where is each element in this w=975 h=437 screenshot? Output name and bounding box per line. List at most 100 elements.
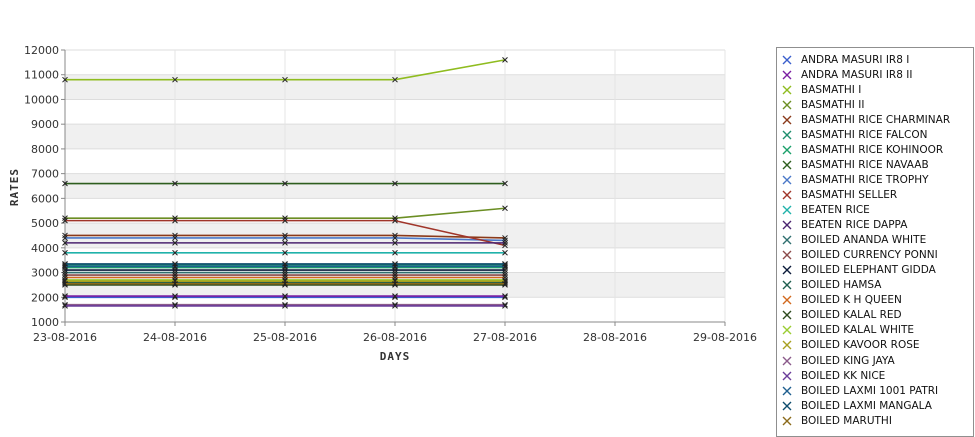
data-point — [502, 293, 508, 299]
series-23 — [62, 261, 508, 267]
data-point — [502, 240, 508, 246]
legend-marker-icon — [782, 310, 792, 320]
legend-label: BASMATHI I — [801, 83, 862, 96]
data-point — [502, 242, 508, 249]
data-point — [282, 240, 288, 246]
legend-item: BASMATHI I — [777, 82, 861, 97]
data-point — [392, 215, 398, 221]
data-point — [282, 269, 288, 276]
data-point — [502, 205, 508, 212]
data-point — [172, 180, 178, 187]
legend-item: BOILED CURRENCY PONNI — [777, 248, 938, 263]
data-point — [392, 269, 398, 276]
data-point — [172, 278, 178, 285]
legend-item: BOILED LAXMI 1001 PATRI — [777, 383, 938, 398]
legend-marker-icon — [782, 115, 792, 125]
x-tick-label: 23-08-2016 — [33, 331, 97, 344]
legend-item: BOILED LAXMI MANGALA — [777, 398, 932, 413]
y-tick-label: 7000 — [31, 168, 59, 181]
data-point — [62, 272, 68, 278]
legend-marker-icon — [782, 70, 792, 80]
data-point — [282, 272, 288, 278]
legend-item: BOILED MARUTHI — [777, 413, 892, 428]
data-point — [62, 293, 68, 299]
legend-marker-icon — [782, 190, 792, 200]
y-tick-label: 11000 — [24, 69, 59, 82]
y-tick-label: 3000 — [31, 267, 59, 280]
legend-marker-icon — [782, 371, 792, 381]
data-point — [282, 232, 288, 239]
legend-marker-icon — [782, 401, 792, 411]
data-point — [392, 280, 398, 287]
series-13 — [62, 272, 508, 278]
data-point — [502, 303, 508, 309]
data-point — [62, 232, 68, 239]
data-point — [172, 263, 178, 270]
legend-marker-icon — [782, 295, 792, 305]
legend: ANDRA MASURI IR8 I ANDRA MASURI IR8 II BAS… — [776, 47, 974, 437]
legend-marker-icon — [782, 100, 792, 110]
legend-label: BOILED KALAL WHITE — [801, 324, 915, 337]
data-point — [282, 278, 288, 285]
legend-label: BASMATHI RICE NAVAAB — [801, 158, 929, 171]
data-point — [392, 278, 398, 285]
legend-item: BASMATHI II — [777, 97, 864, 112]
legend-marker-icon — [782, 386, 792, 396]
data-point — [62, 215, 68, 221]
legend-item: BEATEN RICE DAPPA — [777, 218, 907, 233]
series-lines — [62, 57, 508, 309]
data-point — [392, 76, 398, 83]
y-tick-labels: 1000 2000 3000 4000 5000 6000 7000 8000 9000 1000… — [24, 44, 59, 329]
data-point — [172, 261, 178, 267]
series-24 — [62, 280, 508, 287]
y-tick-label: 6000 — [31, 192, 59, 205]
data-point — [172, 215, 178, 221]
y-tick-label: 8000 — [31, 143, 59, 156]
legend-marker-icon — [782, 175, 792, 185]
series-3 — [62, 205, 508, 221]
series-11 — [62, 240, 508, 246]
legend-item: BASMATHI RICE CHARMINAR — [777, 112, 950, 127]
legend-label: BASMATHI RICE KOHINOOR — [801, 143, 944, 156]
line-chart: 1000 2000 3000 4000 5000 6000 7000 8000 9000 1000… — [8, 44, 757, 363]
data-point — [502, 57, 508, 63]
series-4 — [62, 232, 508, 241]
data-point — [172, 280, 178, 287]
legend-label: BASMATHI RICE TROPHY — [801, 173, 929, 186]
series-2 — [62, 57, 508, 83]
legend-label: BOILED LAXMI MANGALA — [801, 399, 932, 412]
legend-marker-icon — [782, 235, 792, 245]
data-point — [282, 217, 288, 224]
data-point — [62, 263, 68, 270]
legend-label: BOILED ELEPHANT GIDDA — [801, 264, 936, 277]
legend-item: ANDRA MASURI IR8 II — [777, 67, 912, 82]
legend-marker-icon — [782, 356, 792, 365]
legend-label: BASMATHI RICE FALCON — [801, 128, 928, 141]
y-axis-label: RATES — [8, 168, 21, 206]
legend-label: BOILED ANANDA WHITE — [801, 234, 927, 247]
y-tick-label: 5000 — [31, 217, 59, 230]
data-point — [502, 272, 508, 278]
data-point — [502, 280, 508, 287]
legend-item: BOILED KALAL WHITE — [777, 323, 914, 338]
legend-item: BASMATHI RICE TROPHY — [777, 172, 929, 187]
legend-label: BOILED CURRENCY PONNI — [801, 249, 938, 262]
data-point — [172, 217, 178, 224]
x-tick-label: 29-08-2016 — [693, 331, 757, 344]
y-tick-label: 9000 — [31, 118, 59, 131]
legend-item: BOILED K H QUEEN — [777, 293, 902, 308]
data-point — [282, 215, 288, 221]
data-point — [62, 303, 68, 309]
data-point — [62, 76, 68, 83]
data-point — [502, 261, 508, 267]
data-point — [172, 235, 178, 241]
legend-label: BASMATHI RICE CHARMINAR — [801, 113, 951, 126]
data-point — [172, 249, 178, 256]
data-point — [172, 240, 178, 246]
legend-item: BOILED ANANDA WHITE — [777, 233, 926, 248]
data-point — [62, 269, 68, 276]
legend-marker-icon — [782, 205, 792, 215]
x-axis-label: DAYS — [380, 350, 411, 363]
legend-marker-icon — [782, 340, 792, 350]
data-point — [172, 232, 178, 239]
